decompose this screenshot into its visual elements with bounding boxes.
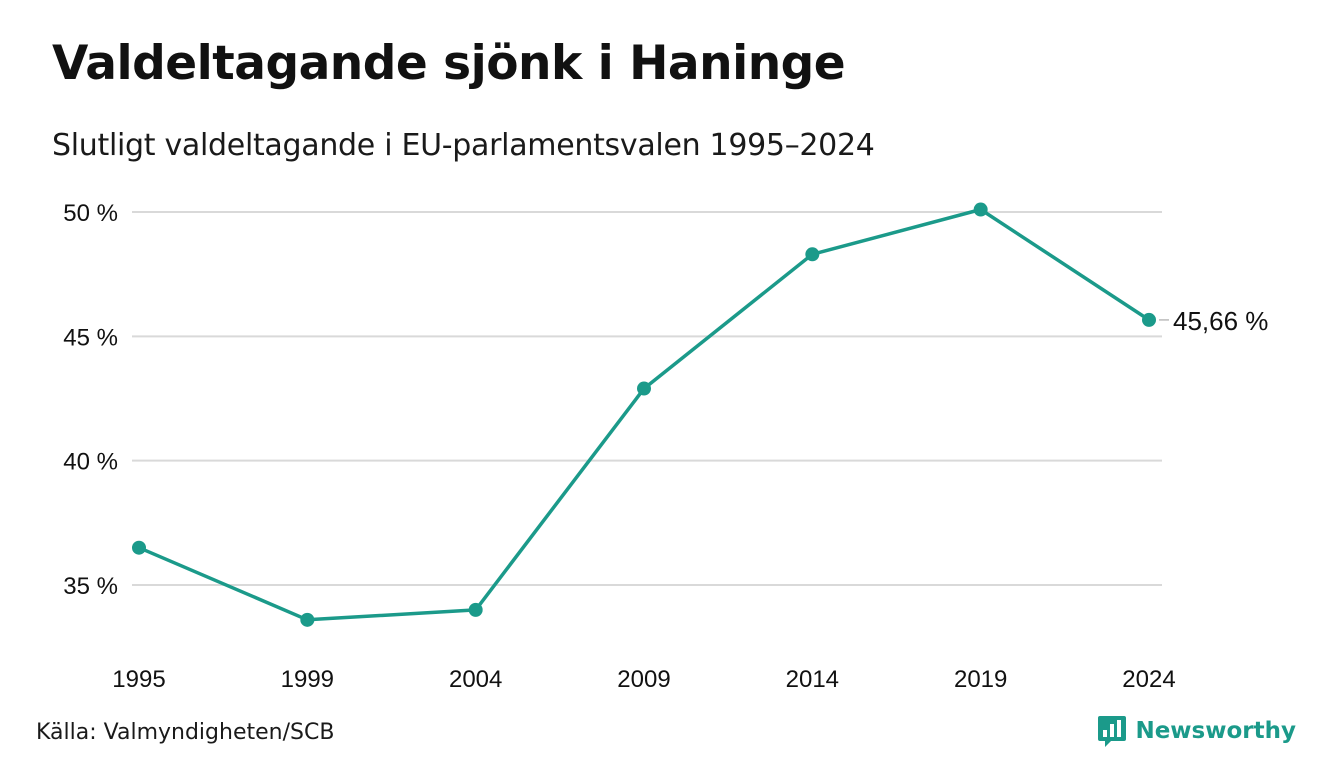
brand-name: Newsworthy: [1135, 718, 1296, 744]
y-tick-label: 35 %: [63, 573, 118, 600]
x-axis-tick-labels: 1995 1999 2004 2009 2014 2019 2024: [112, 666, 1175, 693]
x-tick-label: 1999: [281, 666, 334, 693]
y-tick-label: 40 %: [63, 449, 118, 476]
chart-subtitle: Slutligt valdeltagande i EU-parlamentsva…: [52, 128, 875, 163]
gridlines: [132, 211, 1162, 586]
y-axis-tick-labels: 35 % 40 % 45 % 50 %: [63, 200, 118, 600]
series-line-path: [137, 207, 1151, 622]
series-points: [132, 202, 1156, 627]
x-tick-label: 1995: [112, 666, 165, 693]
series-line: [137, 207, 1151, 622]
data-point: [468, 602, 483, 617]
chart-title: Valdeltagande sjönk i Haninge: [52, 36, 846, 91]
data-point: [1142, 312, 1156, 327]
x-tick-label: 2014: [786, 666, 839, 693]
x-tick-label: 2019: [954, 666, 1007, 693]
data-point: [973, 202, 988, 217]
data-point: [805, 247, 820, 262]
y-tick-label: 50 %: [63, 200, 118, 227]
data-point: [637, 381, 651, 396]
brand-logo: Newsworthy: [1097, 714, 1296, 748]
x-tick-label: 2004: [449, 666, 502, 693]
x-tick-label: 2009: [617, 666, 670, 693]
y-tick-label: 45 %: [63, 324, 118, 351]
x-tick-label: 2024: [1122, 666, 1175, 693]
data-point: [132, 540, 146, 555]
source-note: Källa: Valmyndigheten/SCB: [36, 720, 335, 745]
end-value-label: 45,66 %: [1173, 306, 1268, 336]
end-label-group: 45,66 %: [1159, 306, 1268, 336]
bar-chart-speech-bubble-icon: [1098, 716, 1127, 747]
data-point: [300, 612, 315, 627]
